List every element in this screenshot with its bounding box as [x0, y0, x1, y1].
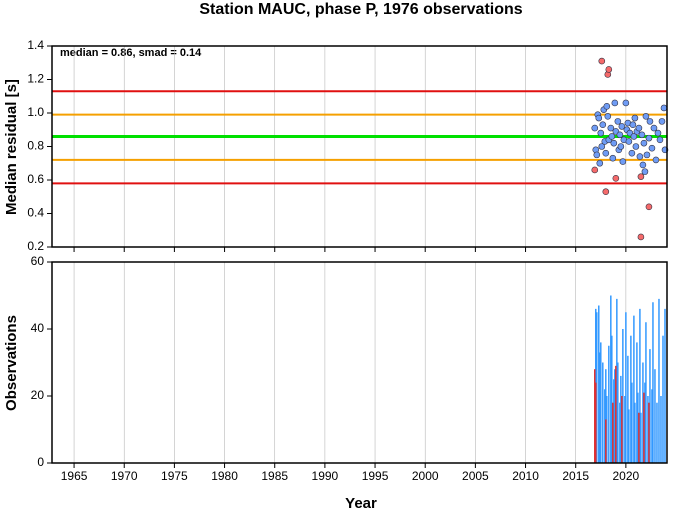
point	[654, 129, 662, 137]
point	[602, 188, 610, 196]
point	[645, 134, 653, 142]
point	[607, 124, 615, 132]
y-tick-label: 1.4	[27, 38, 44, 52]
point	[605, 66, 613, 73]
point	[650, 124, 658, 132]
point	[637, 173, 645, 180]
point	[646, 118, 654, 125]
point	[609, 154, 617, 162]
plot-frame	[51, 45, 668, 248]
point	[641, 168, 649, 175]
point	[656, 136, 664, 144]
point	[604, 113, 612, 120]
point	[611, 99, 619, 107]
x-tick-label: 2005	[462, 469, 489, 483]
point	[658, 118, 666, 125]
point	[608, 133, 616, 140]
y-tick-label: 0.6	[27, 172, 44, 186]
x-tick-label: 1985	[261, 469, 288, 483]
x-tick-label: 1975	[161, 469, 188, 483]
point	[640, 139, 648, 147]
annotation: median = 0.86, smad = 0.14	[60, 47, 202, 59]
x-axis-label: Year	[345, 495, 377, 511]
point	[636, 153, 644, 160]
point	[612, 175, 620, 182]
y-tick-label: 60	[31, 254, 45, 268]
point	[643, 151, 651, 159]
y-tick-label: 0.8	[27, 139, 44, 153]
point	[638, 131, 646, 139]
y-tick-label: 0.2	[27, 239, 44, 253]
point	[598, 57, 606, 65]
point	[617, 143, 625, 150]
point	[629, 121, 637, 129]
x-tick-label: 1990	[312, 469, 339, 483]
point	[616, 131, 624, 139]
y-axis-label: Median residual [s]	[3, 79, 20, 215]
point	[637, 233, 645, 241]
x-tick-label: 1965	[61, 469, 88, 483]
point	[648, 144, 656, 152]
point	[622, 99, 630, 107]
y-tick-label: 20	[31, 388, 45, 402]
point	[628, 149, 636, 157]
x-tick-label: 2010	[512, 469, 539, 483]
point	[610, 139, 618, 147]
chart-title: Station MAUC, phase P, 1976 observations	[199, 1, 522, 18]
point	[596, 159, 604, 167]
y-tick-label: 40	[31, 321, 45, 335]
point	[635, 124, 643, 132]
point	[642, 113, 650, 120]
point	[593, 151, 601, 159]
point	[599, 121, 607, 129]
x-tick-label: 2020	[613, 469, 640, 483]
point	[632, 143, 640, 150]
point	[602, 149, 610, 157]
point	[591, 124, 599, 132]
point	[614, 118, 622, 125]
y-tick-label: 1.2	[27, 72, 44, 86]
point	[645, 203, 653, 211]
point	[597, 129, 605, 137]
y-tick-label: 0	[37, 455, 44, 469]
point	[603, 103, 611, 110]
point	[595, 114, 603, 122]
x-tick-label: 1980	[211, 469, 238, 483]
point	[652, 156, 660, 164]
x-tick-label: 2015	[562, 469, 589, 483]
y-axis-label: Observations	[3, 315, 20, 411]
y-tick-label: 1.0	[27, 105, 44, 119]
point	[591, 166, 599, 174]
point	[625, 138, 633, 145]
point	[598, 143, 606, 150]
plot-frame	[51, 261, 668, 464]
point	[619, 158, 627, 165]
point	[630, 133, 638, 140]
x-tick-label: 2000	[412, 469, 439, 483]
y-tick-label: 0.4	[27, 206, 44, 220]
point	[631, 114, 639, 122]
point	[639, 161, 647, 169]
point	[660, 104, 668, 112]
x-tick-label: 1995	[362, 469, 389, 483]
point	[618, 123, 626, 130]
x-tick-label: 1970	[111, 469, 138, 483]
